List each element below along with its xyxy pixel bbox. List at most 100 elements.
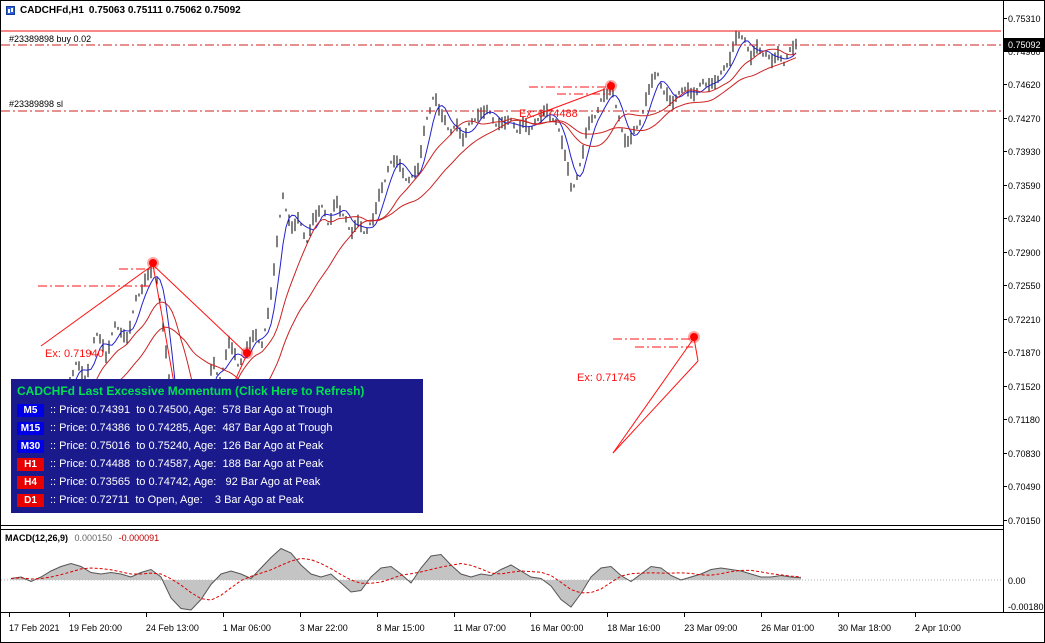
time-axis-tick bbox=[530, 613, 532, 617]
momentum-panel: CADCHFd Last Excessive Momentum (Click H… bbox=[11, 379, 423, 513]
momentum-row-text: :: Price: 0.74386 to 0.74285, Age: 487 B… bbox=[50, 422, 333, 434]
time-axis-label: 23 Mar 09:00 bbox=[684, 623, 738, 633]
pattern-trend-line bbox=[40, 264, 154, 347]
time-axis-label: 11 Mar 07:00 bbox=[453, 623, 506, 633]
time-axis-tick bbox=[761, 613, 763, 617]
price-axis-label: 0.72210 bbox=[1004, 314, 1041, 325]
macd-axis-zero: 0.00 bbox=[1008, 576, 1026, 586]
timeframe-badge: M15 bbox=[17, 421, 44, 435]
price-axis-label: 0.73590 bbox=[1004, 180, 1041, 191]
time-axis-label: 24 Feb 13:00 bbox=[145, 623, 199, 633]
time-axis-label: 16 Mar 00:00 bbox=[530, 623, 584, 633]
extremum-dot bbox=[607, 82, 615, 90]
momentum-row-text: :: Price: 0.73565 to 0.74742, Age: 92 Ba… bbox=[50, 476, 321, 488]
time-axis-tick bbox=[9, 613, 10, 617]
pattern-trend-line bbox=[612, 337, 695, 454]
ma-fast-line bbox=[15, 40, 797, 459]
price-axis-label: 0.71180 bbox=[1004, 415, 1040, 426]
macd-series-layer bbox=[1, 547, 1001, 611]
time-axis-tick bbox=[607, 613, 609, 617]
time-axis-tick bbox=[299, 613, 301, 617]
pattern-trend-line bbox=[612, 360, 699, 454]
time-axis-tick bbox=[145, 613, 147, 617]
time-axis[interactable]: 17 Feb 2021 19 Feb 20:00 24 Feb 13:00 1 Mar… bbox=[1, 612, 1044, 642]
price-axis-label: 0.72550 bbox=[1004, 281, 1041, 292]
order-sl-label[interactable]: #23389898 sl bbox=[9, 99, 64, 109]
time-axis-label: 2 Apr 10:00 bbox=[914, 623, 961, 633]
price-axis-label: 0.70490 bbox=[1004, 482, 1041, 493]
current-price-box: 0.75092 bbox=[1004, 38, 1044, 52]
macd-signal-line bbox=[10, 557, 802, 601]
macd-main-line bbox=[10, 547, 802, 611]
macd-pane[interactable] bbox=[1, 530, 1003, 612]
time-axis-label: 19 Feb 20:00 bbox=[69, 623, 123, 633]
momentum-row: M5:: Price: 0.74391 to 0.74500, Age: 578… bbox=[17, 401, 417, 419]
time-axis-tick bbox=[69, 613, 70, 617]
momentum-row-text: :: Price: 0.75016 to 0.75240, Age: 126 B… bbox=[50, 440, 324, 452]
pattern-trend-line bbox=[152, 264, 248, 355]
price-axis-label: 0.71520 bbox=[1004, 381, 1041, 392]
time-axis-tick bbox=[222, 613, 224, 617]
ohlc-values: 0.75063 0.75111 0.75062 0.75092 bbox=[88, 5, 241, 16]
time-axis-label: 3 Mar 22:00 bbox=[299, 623, 348, 633]
order-buy-label[interactable]: #23389898 buy 0.02 bbox=[9, 34, 92, 44]
ex-label-left: Ex: 0.71940 bbox=[45, 348, 104, 360]
extremum-dot bbox=[243, 349, 251, 357]
extremum-dot bbox=[149, 259, 157, 267]
price-axis-label: 0.74270 bbox=[1004, 113, 1041, 124]
timeframe-badge: D1 bbox=[17, 493, 44, 507]
time-axis-tick bbox=[376, 613, 378, 617]
momentum-rows: M5:: Price: 0.74391 to 0.74500, Age: 578… bbox=[17, 401, 417, 509]
ex-label-mid: Ex: 0.74488 bbox=[519, 108, 578, 120]
price-axis-label: 0.71870 bbox=[1004, 348, 1041, 359]
momentum-row-text: :: Price: 0.72711 to Open, Age: 3 Bar Ag… bbox=[50, 494, 304, 506]
time-axis-tick bbox=[914, 613, 916, 617]
timeframe-badge: M5 bbox=[17, 403, 44, 417]
extremum-dot bbox=[690, 333, 698, 341]
ex-label-right: Ex: 0.71745 bbox=[577, 372, 636, 384]
price-axis-label: 0.73930 bbox=[1004, 147, 1041, 158]
time-axis-tick bbox=[838, 613, 839, 617]
time-axis-label: 26 Mar 01:00 bbox=[761, 623, 815, 633]
momentum-row-text: :: Price: 0.74391 to 0.74500, Age: 578 B… bbox=[50, 404, 333, 416]
macd-main-value: 0.000150 bbox=[74, 533, 113, 543]
pane-splitter[interactable] bbox=[1, 525, 1003, 530]
momentum-row: H4:: Price: 0.73565 to 0.74742, Age: 92 … bbox=[17, 473, 417, 491]
macd-label-row: MACD(12,26,9) 0.000150 -0.000091 bbox=[5, 533, 159, 543]
price-axis-label: 0.74620 bbox=[1004, 80, 1041, 91]
chart-icon bbox=[6, 6, 15, 15]
momentum-row-text: :: Price: 0.74488 to 0.74587, Age: 188 B… bbox=[50, 458, 324, 470]
time-axis-label: 8 Mar 15:00 bbox=[376, 623, 425, 633]
price-axis-label: 0.75310 bbox=[1004, 13, 1041, 24]
time-axis-label: 30 Mar 18:00 bbox=[838, 623, 892, 633]
momentum-row: M30:: Price: 0.75016 to 0.75240, Age: 12… bbox=[17, 437, 417, 455]
macd-histogram-fill bbox=[11, 548, 801, 610]
momentum-row: D1:: Price: 0.72711 to Open, Age: 3 Bar … bbox=[17, 491, 417, 509]
macd-name: MACD(12,26,9) bbox=[5, 533, 69, 543]
price-axis-label: 0.70830 bbox=[1004, 448, 1041, 459]
pattern-trend-line bbox=[693, 337, 699, 362]
macd-axis-min: -0.001802 bbox=[1008, 602, 1045, 612]
time-axis-label: 17 Feb 2021 bbox=[9, 623, 60, 633]
time-axis-tick bbox=[684, 613, 686, 617]
momentum-row: H1:: Price: 0.74488 to 0.74587, Age: 188… bbox=[17, 455, 417, 473]
time-axis-label: 18 Mar 16:00 bbox=[607, 623, 661, 633]
timeframe-badge: M30 bbox=[17, 439, 44, 453]
time-axis-tick bbox=[453, 613, 455, 617]
time-axis-label: 1 Mar 06:00 bbox=[222, 623, 271, 633]
series-layer bbox=[15, 30, 797, 474]
ma-mid-line bbox=[15, 48, 797, 457]
momentum-row: M15:: Price: 0.74386 to 0.74285, Age: 48… bbox=[17, 419, 417, 437]
price-axis[interactable]: 0.75092 0.00 -0.001802 0.753100.749600.7… bbox=[1003, 1, 1044, 612]
symbol-timeframe: CADCHFd,H1 bbox=[20, 5, 84, 16]
pattern-trend-line bbox=[524, 88, 606, 120]
ma-slow-line bbox=[15, 57, 797, 457]
momentum-panel-header[interactable]: CADCHFd Last Excessive Momentum (Click H… bbox=[17, 384, 365, 398]
price-axis-label: 0.70150 bbox=[1004, 515, 1041, 526]
timeframe-badge: H1 bbox=[17, 457, 44, 471]
price-axis-label: 0.73240 bbox=[1004, 214, 1041, 225]
macd-signal-value: -0.000091 bbox=[118, 533, 160, 543]
price-axis-label: 0.72900 bbox=[1004, 247, 1041, 258]
chart-title: CADCHFd,H1 0.75063 0.75111 0.75062 0.750… bbox=[6, 5, 241, 16]
